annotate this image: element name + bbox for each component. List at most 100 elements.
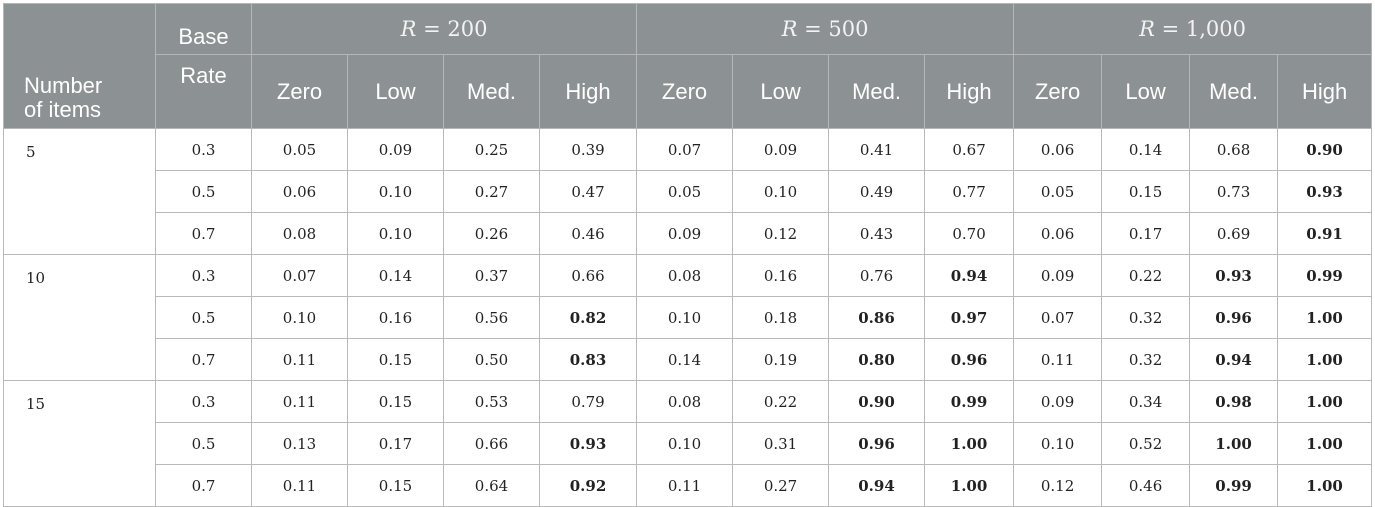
cell-value: 0.10 — [1013, 422, 1103, 465]
cell-value: 0.12 — [732, 212, 830, 255]
cell-value: 0.73 — [1189, 170, 1279, 213]
cell-value: 0.06 — [1013, 128, 1103, 171]
cell-value: 1.00 — [924, 464, 1015, 507]
header-base: Base — [155, 3, 252, 55]
cell-value: 0.10 — [636, 422, 734, 465]
cell-value: 0.09 — [732, 128, 830, 171]
cell-value: 0.93 — [1277, 170, 1373, 213]
cell-value: 0.86 — [828, 296, 926, 339]
header-group-value: = 500 — [797, 17, 869, 41]
cell-number-of-items: 5 — [3, 128, 156, 255]
cell-value: 0.66 — [538, 254, 638, 297]
cell-value: 0.19 — [732, 338, 830, 381]
table-row: 0.5 0.13 0.17 0.66 0.93 0.10 0.31 0.96 1.00 0.10 0… — [4, 422, 1373, 465]
cell-value: 0.08 — [636, 380, 734, 423]
cell-value: 0.08 — [251, 212, 348, 255]
table-row: 0.5 0.06 0.10 0.27 0.47 0.05 0.10 0.49 0.77 0.05 0… — [4, 170, 1373, 213]
table-row: 0.5 0.10 0.16 0.56 0.82 0.10 0.18 0.86 0.97 0.07 0… — [4, 296, 1373, 339]
cell-value: 0.11 — [251, 380, 348, 423]
cell-value: 0.15 — [347, 380, 444, 423]
subheader-low: Low — [732, 54, 830, 129]
cell-value: 0.10 — [347, 212, 444, 255]
cell-base-rate: 0.5 — [155, 170, 252, 213]
cell-value: 0.92 — [538, 464, 638, 507]
table-row: 10 0.3 0.07 0.14 0.37 0.66 0.08 0.16 0.76 0.94 0.0… — [3, 254, 1373, 381]
header-number-of-items-line1: Number — [24, 73, 103, 98]
cell-value: 0.94 — [924, 254, 1015, 297]
cell-value: 0.99 — [924, 380, 1015, 423]
cell-value: 0.77 — [924, 170, 1015, 213]
cell-value: 0.91 — [1277, 212, 1373, 255]
cell-value: 0.96 — [924, 338, 1015, 381]
cell-value: 0.79 — [538, 380, 638, 423]
cell-value: 0.11 — [636, 464, 734, 507]
cell-value: 0.10 — [347, 170, 444, 213]
cell-value: 0.68 — [1189, 128, 1279, 171]
subheader-zero: Zero — [636, 54, 734, 129]
subheader-zero: Zero — [1013, 54, 1103, 129]
cell-value: 0.08 — [636, 254, 734, 297]
table-header: Number of items Base R = 200 R = 500 R = … — [3, 3, 1373, 129]
cell-value: 0.11 — [251, 338, 348, 381]
cell-value: 0.56 — [443, 296, 540, 339]
cell-value: 0.39 — [538, 128, 638, 171]
cell-value: 0.31 — [732, 422, 830, 465]
cell-value: 0.10 — [251, 296, 348, 339]
cell-value: 0.09 — [1013, 380, 1103, 423]
cell-value: 0.93 — [538, 422, 638, 465]
cell-value: 0.13 — [251, 422, 348, 465]
cell-value: 0.22 — [732, 380, 830, 423]
cell-value: 0.46 — [1101, 464, 1191, 507]
cell-value: 0.14 — [1101, 128, 1191, 171]
cell-value: 0.76 — [828, 254, 926, 297]
cell-value: 0.32 — [1101, 338, 1191, 381]
cell-value: 0.11 — [1013, 338, 1103, 381]
cell-base-rate: 0.7 — [155, 212, 252, 255]
cell-value: 0.32 — [1101, 296, 1191, 339]
cell-base-rate: 0.3 — [155, 128, 252, 171]
table-row: 0.7 0.08 0.10 0.26 0.46 0.09 0.12 0.43 0.70 0.06 0… — [4, 212, 1373, 255]
header-number-of-items-line2: of items — [24, 97, 102, 122]
cell-value: 0.07 — [636, 128, 734, 171]
cell-value: 0.96 — [828, 422, 926, 465]
cell-base-rate: 0.5 — [155, 296, 252, 339]
table-row: 0.7 0.11 0.15 0.64 0.92 0.11 0.27 0.94 1.00 0.12 0… — [4, 464, 1373, 507]
cell-value: 0.07 — [251, 254, 348, 297]
cell-value: 0.83 — [538, 338, 638, 381]
cell-value: 0.09 — [1013, 254, 1103, 297]
header-group-var: R — [1139, 17, 1155, 41]
cell-value: 0.99 — [1189, 464, 1279, 507]
subheader-med: Med. — [828, 54, 926, 129]
cell-value: 0.82 — [538, 296, 638, 339]
subheader-high: High — [538, 54, 638, 129]
cell-value: 0.96 — [1189, 296, 1279, 339]
cell-value: 0.53 — [443, 380, 540, 423]
table-body: 5 0.3 0.05 0.09 0.25 0.39 0.07 0.09 0.41 0.67 0.06… — [3, 128, 1373, 507]
cell-value: 0.46 — [538, 212, 638, 255]
subheader-zero: Zero — [251, 54, 348, 129]
subheader-med: Med. — [443, 54, 540, 129]
cell-value: 0.67 — [924, 128, 1015, 171]
cell-value: 0.99 — [1277, 254, 1373, 297]
cell-value: 0.25 — [443, 128, 540, 171]
cell-value: 0.69 — [1189, 212, 1279, 255]
subheader-med: Med. — [1189, 54, 1279, 129]
cell-value: 0.12 — [1013, 464, 1103, 507]
cell-value: 0.41 — [828, 128, 926, 171]
cell-value: 0.43 — [828, 212, 926, 255]
header-group-value: = 200 — [416, 17, 488, 41]
cell-base-rate: 0.5 — [155, 422, 252, 465]
header-group-value: = 1,000 — [1154, 17, 1247, 41]
cell-value: 0.14 — [636, 338, 734, 381]
cell-value: 0.05 — [636, 170, 734, 213]
header-group-r1000: R = 1,000 — [1013, 3, 1373, 55]
cell-value: 0.06 — [251, 170, 348, 213]
cell-number-of-items: 15 — [3, 380, 156, 507]
cell-value: 0.11 — [251, 464, 348, 507]
cell-value: 0.09 — [636, 212, 734, 255]
cell-number-of-items: 10 — [3, 254, 156, 381]
cell-value: 1.00 — [1277, 380, 1373, 423]
cell-value: 0.47 — [538, 170, 638, 213]
cell-value: 0.70 — [924, 212, 1015, 255]
table-row: 15 0.3 0.11 0.15 0.53 0.79 0.08 0.22 0.90 0.99 0.0… — [3, 380, 1373, 507]
